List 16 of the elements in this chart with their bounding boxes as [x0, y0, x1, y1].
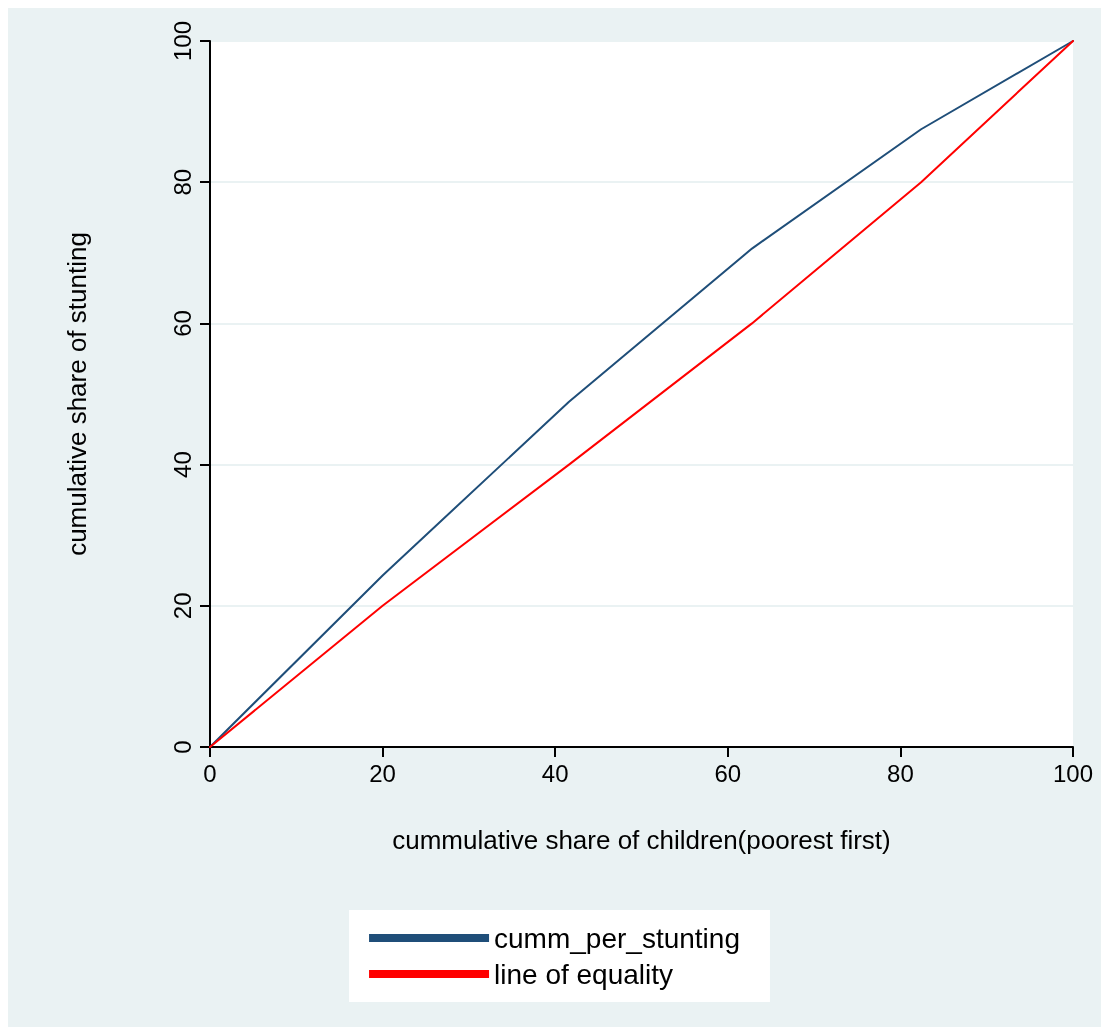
x-tick-label: 60 — [714, 759, 742, 787]
y-tick-label: 60 — [168, 310, 196, 337]
y-tick-label: 100 — [168, 20, 196, 62]
legend-label: line of equality — [494, 958, 674, 990]
x-tick-label: 100 — [1052, 759, 1094, 787]
y-axis-title: cumulative share of stunting — [62, 232, 92, 556]
x-tick-label: 0 — [203, 759, 217, 787]
x-tick-label: 40 — [541, 759, 569, 787]
x-axis-title: cummulative share of children(poorest first) — [392, 825, 891, 855]
x-tick-label: 20 — [369, 759, 396, 787]
y-tick-label: 80 — [168, 168, 196, 196]
y-tick-label: 20 — [168, 592, 196, 620]
y-tick-label: 0 — [168, 740, 196, 754]
legend-label: cumm_per_stunting — [494, 922, 740, 954]
x-tick-label: 80 — [887, 759, 914, 787]
y-tick-label: 40 — [168, 451, 196, 478]
